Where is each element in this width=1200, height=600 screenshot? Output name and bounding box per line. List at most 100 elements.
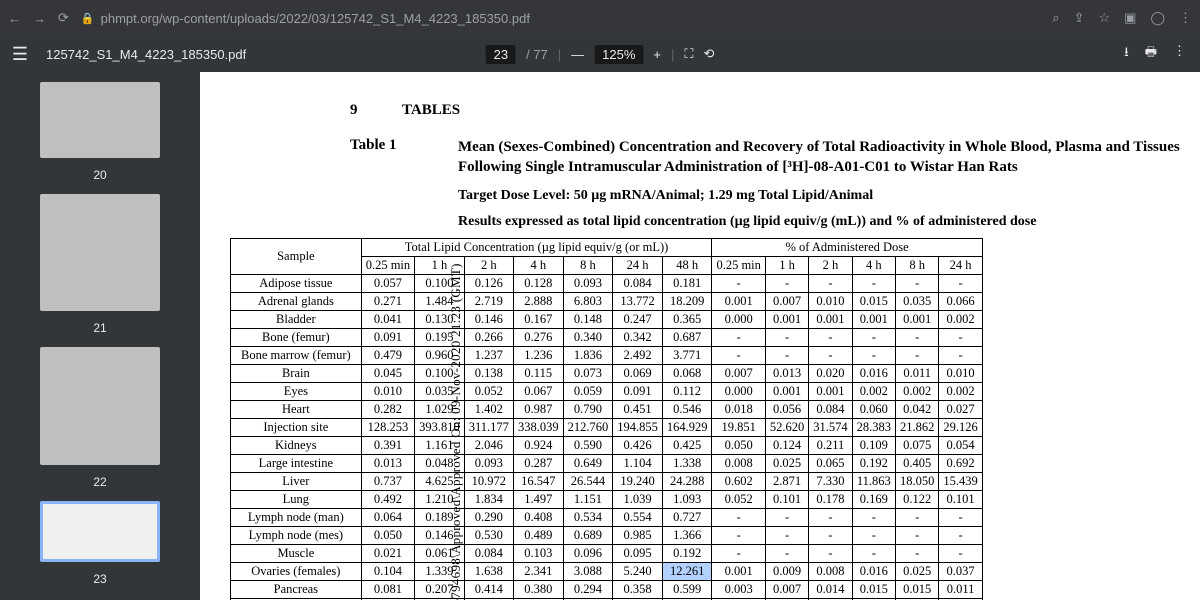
share-icon[interactable]: ⇪ bbox=[1074, 10, 1085, 26]
cell-value: 0.075 bbox=[896, 436, 939, 454]
reload-icon[interactable]: ⟳ bbox=[58, 10, 69, 26]
cell-sample: Kidneys bbox=[231, 436, 362, 454]
cell-value: - bbox=[809, 544, 852, 562]
cell-value: 0.167 bbox=[513, 310, 563, 328]
fit-page-icon[interactable]: ⛶ bbox=[684, 46, 693, 62]
table-row: Bladder0.0410.1300.1460.1670.1480.2470.3… bbox=[231, 310, 983, 328]
thumbnail-label: 20 bbox=[93, 168, 106, 182]
cell-value: 0.007 bbox=[765, 292, 808, 310]
table-row: Bone marrow (femur)0.4790.9601.2371.2361… bbox=[231, 346, 983, 364]
cell-value: 1.039 bbox=[613, 490, 663, 508]
cell-value: 0.084 bbox=[613, 274, 663, 292]
table-row: Eyes0.0100.0350.0520.0670.0590.0910.1120… bbox=[231, 382, 983, 400]
cell-value: 0.007 bbox=[765, 580, 808, 598]
cell-value: 0.287 bbox=[513, 454, 563, 472]
cell-value: - bbox=[896, 526, 939, 544]
cell-value: 18.209 bbox=[662, 292, 712, 310]
cell-sample: Brain bbox=[231, 364, 362, 382]
cell-value: 0.081 bbox=[361, 580, 414, 598]
cell-value: 0.001 bbox=[765, 310, 808, 328]
zoom-out-icon[interactable]: — bbox=[571, 47, 584, 62]
table-title: Mean (Sexes-Combined) Concentration and … bbox=[458, 137, 1180, 178]
cell-value: 0.451 bbox=[613, 400, 663, 418]
forward-icon[interactable]: → bbox=[33, 11, 46, 26]
print-icon[interactable]: 🖶 bbox=[1145, 43, 1157, 65]
cell-value: 3.771 bbox=[662, 346, 712, 364]
cell-value: - bbox=[852, 346, 895, 364]
cell-value: 0.015 bbox=[896, 580, 939, 598]
cell-value: 0.492 bbox=[361, 490, 414, 508]
cell-value: 0.103 bbox=[513, 544, 563, 562]
extension-icon[interactable]: ▣ bbox=[1124, 10, 1136, 26]
cell-value: - bbox=[765, 328, 808, 346]
cell-value: 0.266 bbox=[464, 328, 513, 346]
thumbnail-21[interactable] bbox=[40, 194, 160, 312]
cell-value: 0.727 bbox=[662, 508, 712, 526]
profile-icon[interactable]: ◯ bbox=[1150, 10, 1165, 26]
cell-value: 0.599 bbox=[662, 580, 712, 598]
cell-value: 28.383 bbox=[852, 418, 895, 436]
cell-value: 0.290 bbox=[464, 508, 513, 526]
cell-value: - bbox=[939, 526, 982, 544]
cell-value: 0.689 bbox=[563, 526, 613, 544]
cell-value: 0.590 bbox=[563, 436, 613, 454]
table-row: Ovaries (females)0.1041.3391.6382.3413.0… bbox=[231, 562, 983, 580]
cell-value: 0.066 bbox=[939, 292, 982, 310]
cell-value: 212.760 bbox=[563, 418, 613, 436]
page-input[interactable]: 23 bbox=[486, 45, 516, 64]
cell-value: 0.041 bbox=[361, 310, 414, 328]
cell-value: 0.093 bbox=[563, 274, 613, 292]
pdf-toolbar: ☰ 125742_S1_M4_4223_185350.pdf 23 / 77 |… bbox=[0, 36, 1200, 72]
search-icon[interactable]: ⌕ bbox=[1052, 10, 1059, 26]
zoom-in-icon[interactable]: + bbox=[653, 47, 661, 62]
cell-sample: Lymph node (mes) bbox=[231, 526, 362, 544]
cell-value: 0.271 bbox=[361, 292, 414, 310]
thumbnail-20[interactable] bbox=[40, 82, 160, 158]
cell-value: 0.069 bbox=[613, 364, 663, 382]
more-icon[interactable]: ⋮ bbox=[1173, 43, 1186, 65]
cell-value: 0.342 bbox=[613, 328, 663, 346]
cell-value: 0.391 bbox=[361, 436, 414, 454]
cell-sample: Liver bbox=[231, 472, 362, 490]
rotate-icon[interactable]: ⟲ bbox=[703, 46, 714, 62]
cell-sample: Pancreas bbox=[231, 580, 362, 598]
cell-value: 0.687 bbox=[662, 328, 712, 346]
col-timepoint: 2 h bbox=[809, 256, 852, 274]
thumbnail-label: 21 bbox=[93, 321, 106, 335]
cell-value: 1.834 bbox=[464, 490, 513, 508]
thumbnail-22[interactable] bbox=[40, 347, 160, 465]
col-group-1: Total Lipid Concentration (µg lipid equi… bbox=[361, 238, 712, 256]
cell-value: 1.638 bbox=[464, 562, 513, 580]
thumbnail-23[interactable] bbox=[40, 501, 160, 562]
cell-value: - bbox=[896, 508, 939, 526]
cell-value: 2.492 bbox=[613, 346, 663, 364]
cell-sample: Bone marrow (femur) bbox=[231, 346, 362, 364]
download-icon[interactable]: ⭳ bbox=[1124, 43, 1129, 65]
cell-value: 0.011 bbox=[896, 364, 939, 382]
cell-value: 0.546 bbox=[662, 400, 712, 418]
back-icon[interactable]: ← bbox=[8, 11, 21, 26]
cell-value: 0.178 bbox=[809, 490, 852, 508]
cell-value: 0.093 bbox=[464, 454, 513, 472]
menu-icon[interactable]: ⋮ bbox=[1179, 10, 1192, 26]
page-total: / 77 bbox=[526, 47, 548, 62]
hamburger-icon[interactable]: ☰ bbox=[0, 44, 40, 65]
pdf-content[interactable]: 7e195794698\Approved\Approved On: 09-Nov… bbox=[200, 72, 1200, 600]
star-icon[interactable]: ☆ bbox=[1098, 10, 1110, 26]
cell-value: 0.530 bbox=[464, 526, 513, 544]
table-row: Brain0.0450.1000.1380.1150.0730.0690.068… bbox=[231, 364, 983, 382]
table-row: Injection site128.253393.810311.177338.0… bbox=[231, 418, 983, 436]
url-text[interactable]: phmpt.org/wp-content/uploads/2022/03/125… bbox=[101, 11, 1053, 26]
cell-value: 0.013 bbox=[765, 364, 808, 382]
cell-value: 0.358 bbox=[613, 580, 663, 598]
cell-value: 3.088 bbox=[563, 562, 613, 580]
cell-value: 0.138 bbox=[464, 364, 513, 382]
zoom-level[interactable]: 125% bbox=[594, 45, 643, 64]
cell-value: 0.001 bbox=[809, 382, 852, 400]
cell-value: 0.011 bbox=[939, 580, 982, 598]
cell-value: 11.863 bbox=[852, 472, 895, 490]
cell-value: - bbox=[896, 544, 939, 562]
col-timepoint: 0.25 min bbox=[361, 256, 414, 274]
cell-value: 19.851 bbox=[712, 418, 765, 436]
cell-value: - bbox=[809, 328, 852, 346]
